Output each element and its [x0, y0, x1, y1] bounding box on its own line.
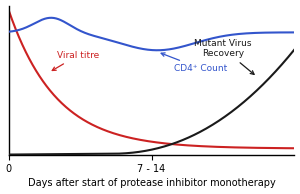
Text: Viral titre: Viral titre — [52, 51, 100, 70]
Text: Mutant Virus
Recovery: Mutant Virus Recovery — [194, 39, 254, 74]
X-axis label: Days after start of protease inhibitor monotherapy: Days after start of protease inhibitor m… — [28, 178, 275, 188]
Text: CD4⁺ Count: CD4⁺ Count — [161, 53, 228, 73]
